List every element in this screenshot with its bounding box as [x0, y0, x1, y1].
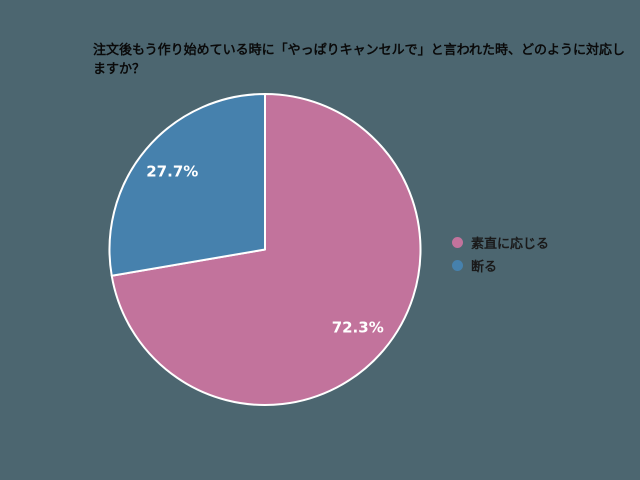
legend-item-label: 素直に応じる [471, 237, 550, 252]
legend-item: 素直に応じる [452, 231, 549, 254]
pie-slice-2 [108, 93, 266, 277]
chart-title: 注文後もう作り始めている時に「やっぱりキャンセルで」と言われた時、どのように対応… [93, 41, 639, 79]
slice-percentage-label: 27.7% [146, 162, 198, 180]
chart-title-line-1: 注文後もう作り始めている時に「やっぱりキャンセルで」と言われた時、どのように対応… [93, 43, 625, 58]
slice-percentage-label: 72.3% [332, 319, 384, 337]
legend: 素直に応じる 断る [452, 231, 549, 277]
legend-marker-icon [452, 260, 463, 271]
legend-marker-icon [452, 237, 463, 248]
legend-item: 断る [452, 254, 549, 277]
chart-title-line-2: ますか？ [93, 62, 146, 77]
pie-slice-1 [110, 93, 422, 406]
legend-item-label: 断る [471, 260, 498, 275]
